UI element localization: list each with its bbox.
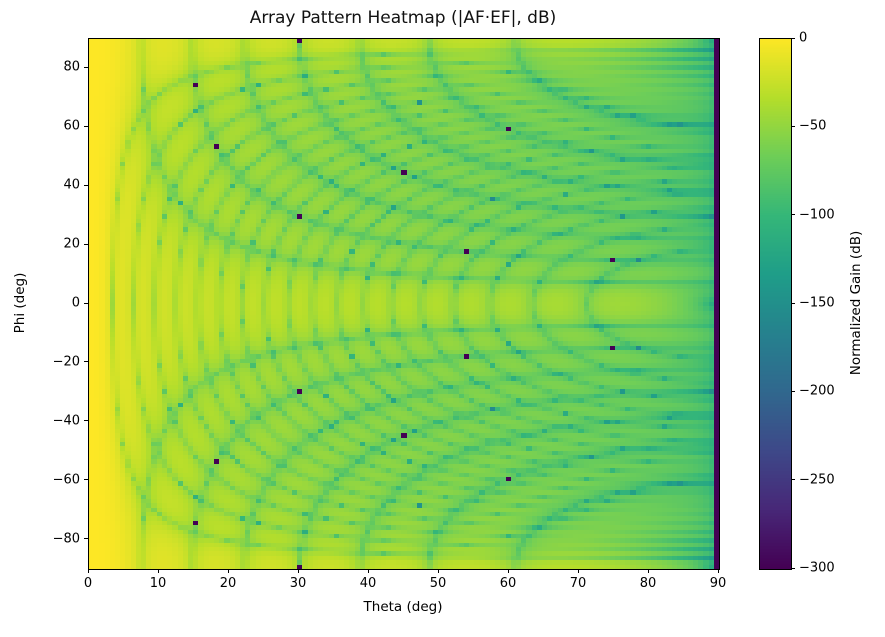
heatmap-plot-area	[88, 38, 720, 570]
colorbar-tick--200-mark	[791, 390, 795, 392]
colorbar-tick--150-mark	[791, 302, 795, 304]
y-tick--60-label: −60	[52, 472, 80, 488]
x-tick-80-label: 80	[639, 576, 657, 591]
y-tick--40-mark	[84, 420, 88, 422]
colorbar-tick-0-label: 0	[799, 30, 808, 46]
x-tick-30-mark	[297, 569, 299, 573]
x-tick-20-mark	[227, 569, 229, 573]
y-tick--60-mark	[84, 479, 88, 481]
colorbar-tick--50-mark	[791, 125, 795, 127]
y-tick--40-label: −40	[52, 413, 80, 429]
x-tick-20-label: 20	[219, 576, 237, 591]
y-axis-label: Phi (deg)	[12, 272, 28, 334]
x-tick-50-mark	[437, 569, 439, 573]
colorbar-tick--200-label: −200	[799, 383, 835, 399]
y-tick-20-mark	[84, 243, 88, 245]
y-tick-20-label: 20	[63, 236, 80, 252]
y-tick-80-mark	[84, 66, 88, 68]
y-tick-60-label: 60	[63, 118, 80, 134]
x-tick-40-label: 40	[359, 576, 377, 591]
x-tick-70-label: 70	[569, 576, 587, 591]
colorbar-tick--100-mark	[791, 214, 795, 216]
x-axis-label: Theta (deg)	[363, 599, 443, 615]
colorbar-tick--250-label: −250	[799, 472, 835, 488]
colorbar-canvas	[760, 39, 791, 569]
chart-title: Array Pattern Heatmap (|AF·EF|, dB)	[249, 8, 557, 28]
y-tick-40-label: 40	[63, 177, 80, 193]
heatmap-canvas	[89, 39, 719, 569]
x-tick-10-mark	[157, 569, 159, 573]
colorbar-tick--300-mark	[791, 567, 795, 569]
colorbar-tick-0-mark	[791, 37, 795, 39]
y-tick-40-mark	[84, 184, 88, 186]
x-tick-30-label: 30	[289, 576, 307, 591]
x-tick-50-label: 50	[429, 576, 447, 591]
y-tick--80-mark	[84, 538, 88, 540]
y-tick--80-label: −80	[52, 531, 80, 547]
x-tick-40-mark	[367, 569, 369, 573]
x-tick-90-mark	[717, 569, 719, 573]
x-tick-0-label: 0	[83, 576, 93, 591]
colorbar-label: Normalized Gain (dB)	[848, 230, 864, 376]
x-tick-70-mark	[577, 569, 579, 573]
x-tick-90-label: 90	[709, 576, 727, 591]
colorbar	[759, 38, 792, 570]
colorbar-tick--50-label: −50	[799, 118, 827, 134]
y-tick-60-mark	[84, 125, 88, 127]
colorbar-tick--100-label: −100	[799, 207, 835, 223]
y-tick-80-label: 80	[63, 59, 80, 75]
y-tick-0-mark	[84, 302, 88, 304]
colorbar-tick--250-mark	[791, 479, 795, 481]
x-tick-0-mark	[87, 569, 89, 573]
x-tick-80-mark	[647, 569, 649, 573]
colorbar-tick--300-label: −300	[799, 560, 835, 576]
x-tick-60-mark	[507, 569, 509, 573]
colorbar-tick--150-label: −150	[799, 295, 835, 311]
y-tick--20-mark	[84, 361, 88, 363]
x-tick-10-label: 10	[149, 576, 167, 591]
x-tick-60-label: 60	[499, 576, 517, 591]
y-tick-0-label: 0	[71, 295, 80, 311]
y-tick--20-label: −20	[52, 354, 80, 370]
